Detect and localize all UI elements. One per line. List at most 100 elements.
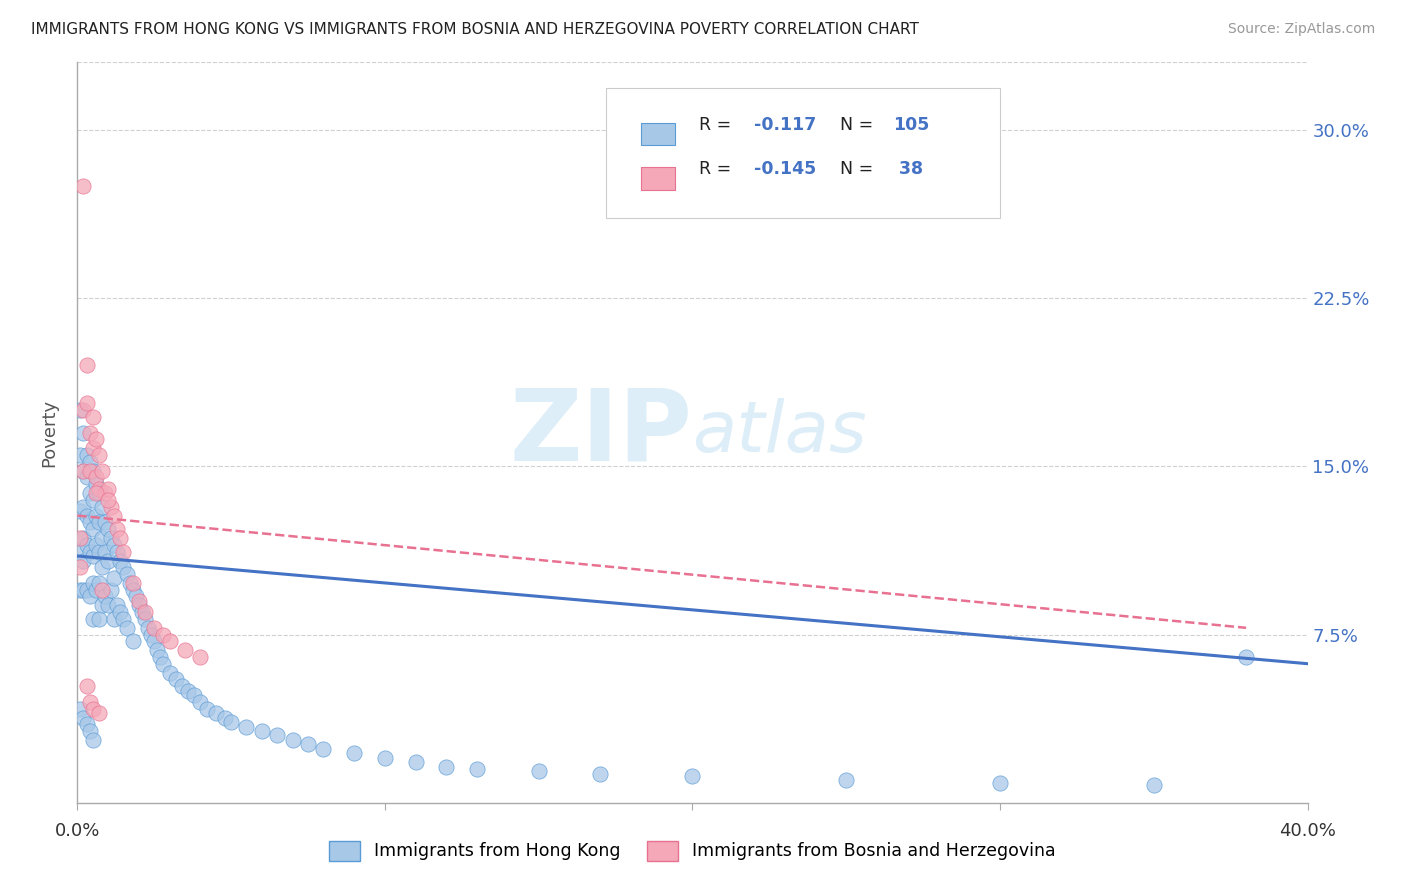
Point bbox=[79, 590, 101, 604]
Point bbox=[128, 594, 150, 608]
Point bbox=[82, 492, 104, 507]
Point bbox=[110, 553, 132, 567]
Point bbox=[682, 769, 704, 783]
Point bbox=[76, 396, 98, 410]
Point bbox=[219, 714, 242, 729]
Point bbox=[76, 582, 98, 597]
Point bbox=[87, 486, 110, 500]
Point bbox=[214, 710, 236, 724]
Point bbox=[118, 576, 141, 591]
Point bbox=[128, 599, 150, 613]
Point bbox=[121, 582, 143, 597]
Point bbox=[87, 448, 110, 462]
Text: ZIP: ZIP bbox=[509, 384, 693, 481]
Point bbox=[835, 773, 858, 788]
Point bbox=[76, 470, 98, 484]
Point bbox=[97, 553, 120, 567]
Point bbox=[1143, 778, 1166, 792]
Point bbox=[84, 470, 107, 484]
Point bbox=[589, 766, 612, 780]
Point bbox=[143, 621, 166, 635]
Point bbox=[465, 762, 488, 776]
Point bbox=[143, 634, 166, 648]
Point bbox=[105, 599, 128, 613]
Point bbox=[69, 531, 91, 545]
Point bbox=[94, 516, 117, 530]
Text: 105: 105 bbox=[893, 116, 929, 134]
Point bbox=[72, 531, 94, 545]
Y-axis label: Poverty: Poverty bbox=[41, 399, 59, 467]
Point bbox=[204, 706, 226, 720]
Point bbox=[131, 605, 153, 619]
Point bbox=[436, 760, 458, 774]
Point bbox=[405, 756, 427, 770]
Point bbox=[84, 582, 107, 597]
Point bbox=[72, 425, 94, 440]
Point bbox=[72, 464, 94, 478]
Point bbox=[79, 464, 101, 478]
Legend: Immigrants from Hong Kong, Immigrants from Bosnia and Herzegovina: Immigrants from Hong Kong, Immigrants fr… bbox=[329, 840, 1056, 861]
FancyBboxPatch shape bbox=[606, 88, 1000, 218]
Point bbox=[103, 571, 125, 585]
Text: 40.0%: 40.0% bbox=[1279, 822, 1336, 840]
Point bbox=[152, 657, 174, 671]
Point bbox=[82, 442, 104, 456]
Point bbox=[76, 717, 98, 731]
Point bbox=[97, 492, 120, 507]
Point bbox=[134, 605, 156, 619]
Point bbox=[76, 448, 98, 462]
Point bbox=[79, 516, 101, 530]
Text: N =: N = bbox=[841, 116, 879, 134]
Text: -0.117: -0.117 bbox=[754, 116, 817, 134]
Point bbox=[87, 706, 110, 720]
Point bbox=[82, 522, 104, 536]
Point bbox=[69, 701, 91, 715]
Point bbox=[235, 719, 257, 733]
Point bbox=[72, 500, 94, 514]
Point bbox=[125, 590, 148, 604]
FancyBboxPatch shape bbox=[641, 122, 675, 145]
Point bbox=[103, 508, 125, 523]
Point bbox=[94, 590, 117, 604]
Point bbox=[141, 627, 163, 641]
Point bbox=[100, 531, 122, 545]
Point bbox=[87, 612, 110, 626]
Point bbox=[152, 627, 174, 641]
Point bbox=[374, 751, 396, 765]
Text: R =: R = bbox=[699, 160, 737, 178]
Point bbox=[115, 621, 138, 635]
Point bbox=[183, 688, 205, 702]
Point bbox=[82, 409, 104, 424]
Point bbox=[84, 477, 107, 491]
Point bbox=[90, 560, 114, 574]
Point bbox=[82, 701, 104, 715]
Point bbox=[105, 544, 128, 558]
Point bbox=[170, 679, 193, 693]
Point bbox=[90, 500, 114, 514]
Text: IMMIGRANTS FROM HONG KONG VS IMMIGRANTS FROM BOSNIA AND HERZEGOVINA POVERTY CORR: IMMIGRANTS FROM HONG KONG VS IMMIGRANTS … bbox=[31, 22, 918, 37]
Point bbox=[146, 643, 169, 657]
Point bbox=[79, 455, 101, 469]
Point bbox=[97, 522, 120, 536]
Point bbox=[79, 724, 101, 739]
Point bbox=[90, 599, 114, 613]
Point bbox=[112, 560, 135, 574]
Point bbox=[121, 634, 143, 648]
Point bbox=[103, 612, 125, 626]
Text: 38: 38 bbox=[893, 160, 924, 178]
Point bbox=[281, 733, 304, 747]
Point bbox=[84, 538, 107, 552]
Point bbox=[87, 576, 110, 591]
Text: R =: R = bbox=[699, 116, 737, 134]
Point bbox=[79, 486, 101, 500]
Point bbox=[76, 679, 98, 693]
Point bbox=[97, 482, 120, 496]
Text: Source: ZipAtlas.com: Source: ZipAtlas.com bbox=[1227, 22, 1375, 37]
Point bbox=[76, 538, 98, 552]
Point bbox=[79, 544, 101, 558]
Point bbox=[121, 576, 143, 591]
Point bbox=[110, 531, 132, 545]
Point bbox=[312, 742, 335, 756]
Point bbox=[97, 599, 120, 613]
Point bbox=[90, 582, 114, 597]
